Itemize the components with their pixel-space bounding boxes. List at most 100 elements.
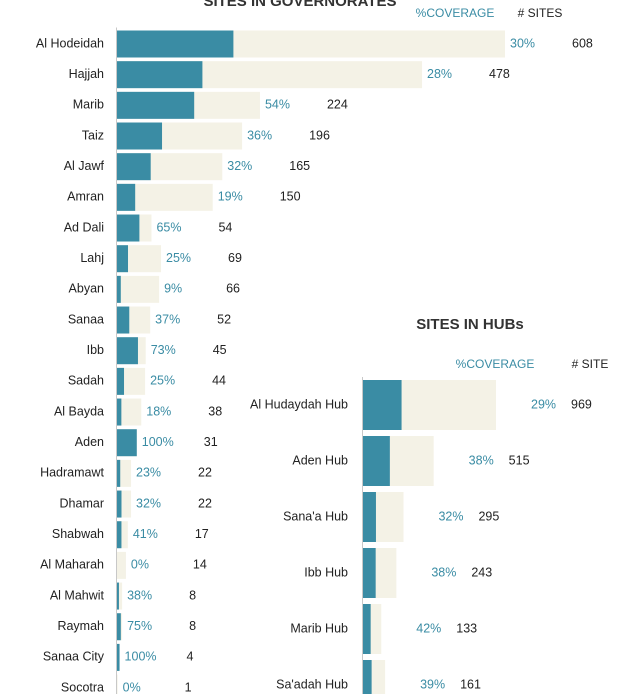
sites-label: 478 <box>489 67 510 81</box>
coverage-label: 0% <box>123 680 141 694</box>
sites-label: 8 <box>189 588 196 602</box>
category-label: Al Bayda <box>54 404 104 418</box>
category-label: Sana'a Hub <box>283 509 348 523</box>
coverage-bar <box>117 459 121 487</box>
chart-title: SITES IN HUBs <box>416 316 524 333</box>
coverage-bar <box>117 367 125 395</box>
category-label: Aden Hub <box>292 453 348 467</box>
coverage-label: 100% <box>142 435 174 449</box>
category-label: Amran <box>67 190 104 204</box>
coverage-label: 30% <box>510 36 535 50</box>
sites-bar <box>117 521 128 549</box>
coverage-label: 28% <box>427 67 452 81</box>
coverage-label: 32% <box>227 159 252 173</box>
category-label: Hadramawt <box>40 466 104 480</box>
sites-label: 515 <box>509 453 530 467</box>
category-label: Dhamar <box>60 496 104 510</box>
coverage-label: 25% <box>150 374 175 388</box>
coverage-bar <box>117 398 122 426</box>
coverage-header: %COVERAGE <box>456 357 535 371</box>
coverage-label: 0% <box>131 558 149 572</box>
sites-label: 165 <box>289 159 310 173</box>
sites-label: 295 <box>478 509 499 523</box>
sites-label: 69 <box>228 251 242 265</box>
category-label: Ad Dali <box>64 220 104 234</box>
coverage-bar <box>363 436 390 486</box>
sites-header: # SITES <box>518 6 563 20</box>
coverage-label: 42% <box>416 621 441 635</box>
sites-label: 66 <box>226 282 240 296</box>
coverage-bar <box>117 30 234 58</box>
sites-label: 150 <box>280 190 301 204</box>
coverage-bar <box>363 380 402 430</box>
sites-label: 14 <box>193 558 207 572</box>
coverage-header: %COVERAGE <box>416 6 495 20</box>
coverage-bar <box>363 492 376 542</box>
coverage-label: 75% <box>127 619 152 633</box>
coverage-bar <box>117 214 140 242</box>
coverage-label: 23% <box>136 466 161 480</box>
category-label: Shabwah <box>52 527 104 541</box>
coverage-label: 38% <box>469 453 494 467</box>
category-label: Al Mahwit <box>50 588 105 602</box>
category-label: Marib <box>73 98 104 112</box>
coverage-bar <box>117 306 130 334</box>
coverage-label: 9% <box>164 282 182 296</box>
sites-header: # SITE <box>572 357 609 371</box>
sites-label: 196 <box>309 128 330 142</box>
coverage-label: 41% <box>133 527 158 541</box>
category-label: Al Hodeidah <box>36 36 104 50</box>
sites-label: 44 <box>212 374 226 388</box>
category-label: Socotra <box>61 680 104 694</box>
category-label: Lahj <box>80 251 104 265</box>
coverage-bar <box>117 245 129 273</box>
coverage-label: 32% <box>136 496 161 510</box>
coverage-label: 36% <box>247 128 272 142</box>
sites-label: 243 <box>471 565 492 579</box>
coverage-bar <box>117 122 163 150</box>
category-label: Sanaa <box>68 312 104 326</box>
sites-bar <box>117 459 132 487</box>
coverage-label: 19% <box>218 190 243 204</box>
coverage-bar <box>117 613 121 641</box>
category-label: Al Hudaydah Hub <box>250 397 348 411</box>
coverage-bar <box>117 490 122 518</box>
coverage-bar <box>117 582 119 610</box>
coverage-bar <box>117 91 195 119</box>
sites-bar <box>117 275 160 303</box>
sites-label: 4 <box>187 650 194 664</box>
coverage-label: 73% <box>151 343 176 357</box>
coverage-label: 18% <box>146 404 171 418</box>
sites-label: 22 <box>198 496 212 510</box>
category-label: Al Maharah <box>40 558 104 572</box>
sites-label: 45 <box>213 343 227 357</box>
sites-label: 31 <box>204 435 218 449</box>
category-label: Sa'adah Hub <box>276 677 348 691</box>
coverage-label: 25% <box>166 251 191 265</box>
sites-bar <box>117 551 126 579</box>
coverage-bar <box>363 548 376 598</box>
category-label: Aden <box>75 435 104 449</box>
category-label: Hajjah <box>69 67 104 81</box>
category-label: Abyan <box>69 282 104 296</box>
category-label: Al Jawf <box>64 159 105 173</box>
sites-bar <box>117 674 118 694</box>
sites-label: 224 <box>327 98 348 112</box>
coverage-label: 65% <box>156 220 181 234</box>
sites-bar <box>117 582 123 610</box>
sites-label: 1 <box>185 680 192 694</box>
coverage-bar <box>363 604 371 654</box>
category-label: Sanaa City <box>43 650 105 664</box>
coverage-bar <box>117 337 138 365</box>
sites-label: 608 <box>572 36 593 50</box>
sites-label: 17 <box>195 527 209 541</box>
chart-title: SITES IN GOVERNORATES <box>203 0 396 10</box>
coverage-bar <box>363 660 372 694</box>
coverage-bar <box>117 429 137 457</box>
sites-label: 969 <box>571 397 592 411</box>
coverage-label: 100% <box>125 650 157 664</box>
category-label: Raymah <box>57 619 104 633</box>
category-label: Marib Hub <box>290 621 348 635</box>
coverage-bar <box>117 153 151 181</box>
coverage-bar <box>117 643 120 671</box>
